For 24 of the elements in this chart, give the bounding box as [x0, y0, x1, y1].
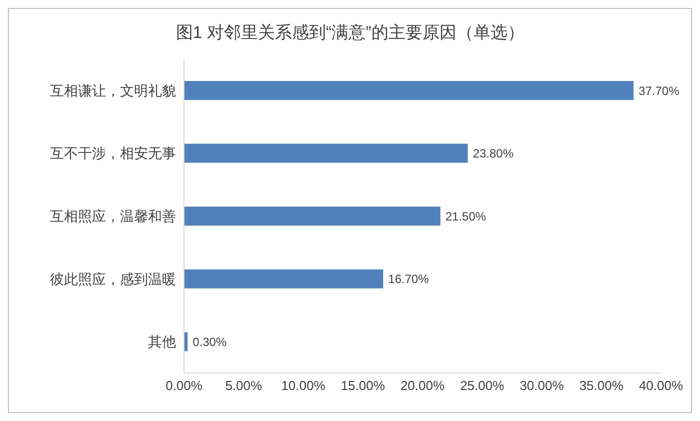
y-tick-label: 互相谦让，文明礼貌: [50, 82, 176, 98]
y-tick-label: 互相照应，温馨和善: [50, 208, 176, 224]
data-label: 37.70%: [638, 84, 680, 98]
data-label: 16.70%: [388, 272, 430, 286]
x-tick-label: 20.00%: [400, 378, 445, 394]
bar: [184, 269, 384, 288]
bar: [184, 206, 440, 226]
x-tick-label: 40.00%: [638, 378, 684, 394]
data-label: 21.50%: [445, 209, 486, 224]
data-label: 0.30%: [192, 334, 227, 349]
y-tick-label: 互不干涉，相安无事: [50, 145, 176, 162]
bar: [184, 81, 634, 100]
x-tick-label: 30.00%: [520, 378, 564, 394]
data-label: 23.80%: [472, 146, 514, 161]
chart-title: 图1 对邻里关系感到“满意”的主要原因（单选）: [174, 22, 526, 44]
x-tick-label: 15.00%: [340, 378, 386, 394]
bar: [184, 144, 468, 163]
y-tick-label: 其他: [148, 334, 176, 350]
x-tick-label: 10.00%: [281, 378, 326, 394]
x-tick-label: 35.00%: [579, 378, 624, 394]
x-tick-label: 0.00%: [166, 378, 203, 394]
y-tick-label: 彼此照应，感到温暖: [50, 270, 176, 287]
x-tick-label: 25.00%: [460, 378, 505, 394]
x-tick-label: 5.00%: [225, 378, 262, 394]
